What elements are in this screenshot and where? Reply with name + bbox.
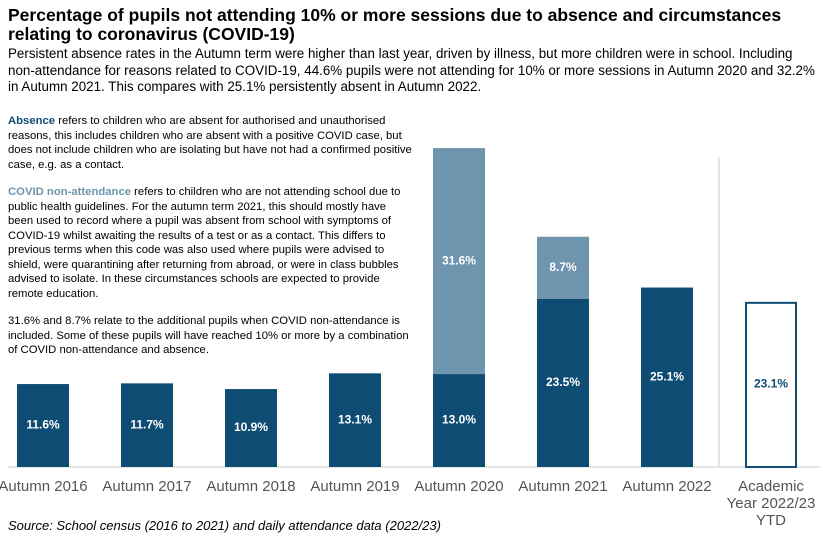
value-label: 10.9% <box>234 420 268 434</box>
notes: Absence refers to children who are absen… <box>8 114 413 371</box>
bar-segment <box>537 298 589 467</box>
chart-title: Percentage of pupils not attending 10% o… <box>8 5 782 44</box>
bar-segment <box>121 383 173 467</box>
bar-segment <box>745 301 797 468</box>
note-text: 31.6% and 8.7% relate to the additional … <box>8 315 409 356</box>
note-text: refers to children who are absent for au… <box>8 115 412 171</box>
note: Absence refers to children who are absen… <box>8 114 413 172</box>
bar-segment <box>329 373 381 467</box>
bar-segment <box>433 148 485 375</box>
source: Source: School census (2016 to 2021) and… <box>8 518 441 533</box>
x-tick-label: Autumn 2022 <box>622 478 712 495</box>
bar-segment <box>225 389 277 467</box>
bar-segment <box>537 236 589 299</box>
value-label: 11.7% <box>130 417 164 431</box>
x-tick-label: Academic Year 2022/23 YTD <box>726 478 816 529</box>
value-label: 11.6% <box>26 418 60 432</box>
value-label: 23.5% <box>546 375 580 389</box>
x-tick-label: Autumn 2016 <box>0 478 88 495</box>
note-term: COVID non-attendance <box>8 186 132 198</box>
value-label: 13.1% <box>338 412 372 426</box>
x-tick-label: Autumn 2018 <box>206 478 296 495</box>
value-label: 25.1% <box>650 369 684 383</box>
bar-segment <box>433 374 485 467</box>
x-tick-label: Autumn 2017 <box>102 478 192 495</box>
note-term: Absence <box>8 115 56 127</box>
value-label: 31.6% <box>442 253 476 267</box>
value-label: 23.1% <box>754 377 788 391</box>
bar-segment <box>17 384 69 467</box>
x-tick-label: Autumn 2021 <box>518 478 608 495</box>
note: COVID non-attendance refers to children … <box>8 185 413 301</box>
value-label: 8.7% <box>549 260 577 274</box>
subtitle: Persistent absence rates in the Autumn t… <box>8 46 815 94</box>
value-label: 13.0% <box>442 413 476 427</box>
note-text: refers to children who are not attending… <box>8 186 401 300</box>
x-tick-label: Autumn 2019 <box>310 478 400 495</box>
note: 31.6% and 8.7% relate to the additional … <box>8 314 413 358</box>
bar-segment <box>641 287 693 467</box>
x-tick-label: Autumn 2020 <box>414 478 504 495</box>
